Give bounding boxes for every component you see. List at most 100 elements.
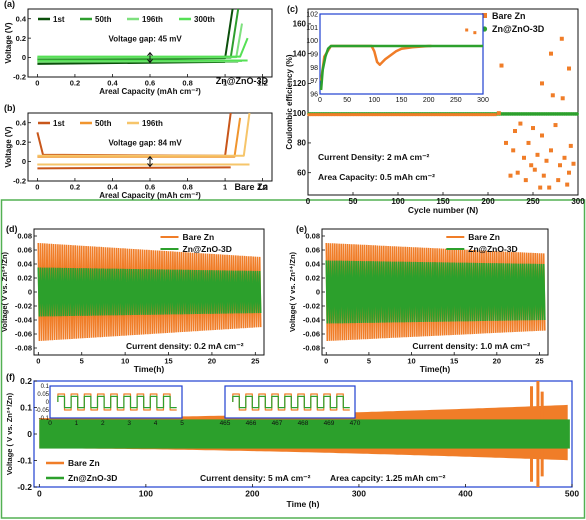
inset-x-tick-label: 300	[477, 97, 489, 104]
bare-scatter-point	[549, 51, 553, 56]
y-tick-label: 0.08	[305, 232, 320, 241]
inset-x-tick-label: 470	[350, 420, 361, 427]
bare-point	[431, 113, 435, 117]
bare-point	[369, 113, 373, 117]
bare-point	[307, 113, 311, 117]
x-axis-label: Areal Capacity (mAh cm⁻²)	[99, 191, 201, 200]
voltage-gap-annotation: Voltage gap: 45 mV	[109, 35, 183, 44]
bare-scatter-point	[559, 36, 564, 41]
bare-point	[469, 113, 473, 117]
y-tick-label: 0.02	[305, 274, 320, 283]
x-tick-label: 0	[36, 357, 40, 366]
current-density-annotation: Current density: 1.0 mA cm⁻²	[412, 341, 530, 351]
bare-point	[437, 113, 440, 117]
inset-x-tick-label: 0	[318, 97, 322, 104]
bare-point	[310, 113, 314, 117]
panel-a: (a) 0 0.2 0.4 0.6 0.8 1 1.2 -0.2 0 0.2 0.4 1st 50th 19…	[4, 0, 273, 96]
gap-arrowheads	[147, 51, 153, 64]
bare-point	[418, 113, 422, 117]
y-tick-label: -0.02	[303, 302, 320, 311]
bare-scatter-point	[532, 167, 537, 172]
bare-point	[455, 113, 459, 117]
bare-point	[447, 113, 451, 117]
bare-point	[372, 113, 376, 117]
x-tick-label: 5	[80, 357, 84, 366]
bare-point	[482, 113, 486, 117]
panel-letter: (b)	[4, 103, 16, 113]
x-tick-label: 1.2	[257, 183, 267, 192]
bare-point	[399, 113, 403, 117]
area-capacity-annotation: Area capcity: 1.25 mAh cm⁻²	[330, 473, 446, 483]
bare-point	[458, 113, 462, 117]
legend-label: 1st	[53, 15, 65, 24]
annotation-bg	[409, 338, 545, 352]
bare-point	[326, 113, 330, 117]
legend-label: Bare Zn	[68, 458, 100, 468]
bare-point	[347, 113, 351, 117]
bare-point	[353, 113, 357, 117]
legend-swatch	[482, 13, 487, 18]
bare-scatter-point	[531, 126, 535, 131]
x-tick-label: 0	[324, 357, 328, 366]
bare-point	[491, 113, 494, 117]
y-tick-label: -0.2	[13, 177, 26, 186]
bare-point	[377, 113, 381, 117]
bare-scatter-point	[523, 178, 528, 183]
x-tick-label: 250	[526, 197, 540, 206]
bare-scatter-point	[522, 155, 526, 160]
x-tick-label: 1.2	[257, 79, 267, 88]
bare-scatter-point	[508, 173, 513, 178]
x-tick-label: 10	[121, 357, 129, 366]
y-tick-label: 140	[293, 49, 307, 58]
x-tick-label: 0	[35, 183, 39, 192]
y-tick-label: -0.1	[17, 455, 32, 465]
bare-scatter-point	[538, 185, 543, 190]
inset-y-tick-label: 102	[306, 12, 318, 19]
y-tick-label: -0.02	[15, 302, 32, 311]
legend-label: 196th	[142, 119, 163, 128]
y-axis-label: Voltage (V)	[4, 22, 13, 64]
x-tick-label: 0.2	[70, 183, 80, 192]
inset-x-tick-label: 466	[246, 420, 257, 427]
inset-zno-line	[232, 395, 350, 409]
x-tick-label: 50	[349, 197, 358, 206]
bottom-panels-frame	[0, 199, 586, 519]
bare-scatter-point	[540, 133, 544, 138]
x-tick-label: 5	[367, 357, 371, 366]
legend-label: 300th	[194, 15, 215, 24]
inset-x-tick-label: 5	[180, 420, 184, 427]
bare-point	[401, 113, 405, 117]
y-tick-label: 100	[293, 109, 307, 118]
panel-d: (d) 0 5 10 15 20 25 -0.08 -0.06 -0.04 -0.02 0 0.02 0.…	[0, 224, 265, 374]
inset-y-tick-label: 98	[310, 65, 318, 72]
bare-point	[442, 113, 446, 117]
inset-frame	[319, 13, 484, 95]
x-axis-label: Time(h)	[420, 364, 451, 374]
inset-x-tick-label: 1	[75, 420, 79, 427]
bare-scatter-point	[549, 148, 553, 153]
legend-label: 50th	[95, 119, 112, 128]
panel-e: (e) 0 5 10 15 20 25 -0.08 -0.06 -0.04 -0.02 0 0.02 0.…	[288, 224, 549, 374]
x-tick-label: 0	[35, 79, 39, 88]
bare-point	[426, 113, 430, 117]
y-tick-label: -0.06	[15, 330, 32, 339]
y-tick-label: 120	[293, 79, 307, 88]
y-tick-label: 0.06	[305, 246, 320, 255]
inset-y-tick-label: 100	[306, 38, 318, 45]
inset-x-tick-label: 0	[48, 420, 52, 427]
y-tick-label: 0	[27, 429, 32, 439]
inset-bare-outlier	[465, 28, 469, 32]
bare-scatter-point	[567, 66, 571, 71]
bare-point	[453, 113, 457, 117]
panel-c: (c) 0 50 100 150 200 250 300 60 80 100 120 140 160 Bar…	[285, 4, 585, 215]
bare-scatter-point	[558, 163, 562, 168]
inset-y-tick-label: 0	[46, 400, 50, 406]
x-tick-label: 20	[493, 357, 501, 366]
y-tick-label: 0.08	[17, 232, 32, 241]
bare-point	[383, 113, 386, 117]
legend-label: Zn@ZnO-3D	[492, 24, 545, 34]
bare-point	[374, 113, 378, 117]
legend-label: Bare Zn	[492, 11, 526, 21]
y-tick-label: 0.4	[16, 118, 27, 127]
discharge-line-1st	[37, 166, 231, 170]
